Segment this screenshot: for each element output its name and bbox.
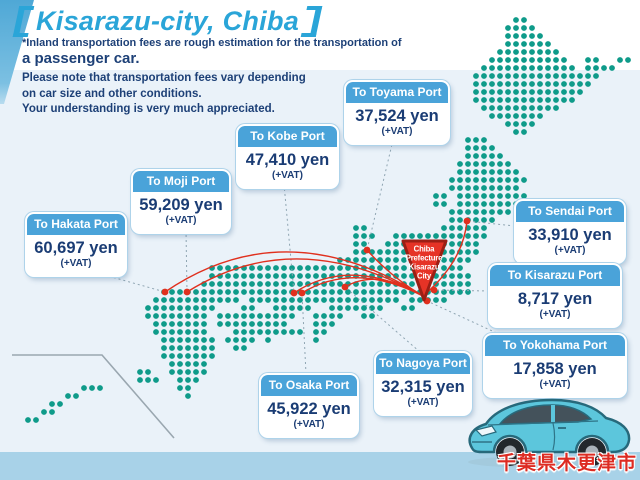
title-text: Kisarazu-city, Chiba bbox=[36, 6, 300, 36]
connector-line-hakata bbox=[79, 267, 166, 293]
car-illustration bbox=[468, 398, 632, 468]
port-dot-hakata bbox=[161, 288, 169, 296]
disclaimer-line-3: Please note that transportation fees var… bbox=[22, 72, 306, 84]
connector-line-moji bbox=[185, 229, 188, 293]
map-dots bbox=[25, 17, 631, 423]
connector-line-kisarazu bbox=[433, 289, 490, 292]
page-title: Kisarazu-city, Chiba bbox=[12, 6, 323, 37]
disclaimer-line-4: on car size and other conditions. bbox=[22, 87, 202, 100]
car-body-line bbox=[487, 420, 599, 426]
car-body bbox=[468, 398, 631, 454]
connector-line-nagoya bbox=[344, 286, 421, 353]
disclaimer-line-5: Your understanding is very much apprecia… bbox=[22, 103, 275, 115]
marker-label-line: City bbox=[417, 272, 432, 281]
marker-label-line: Chiba bbox=[414, 245, 436, 254]
car-rear-hub bbox=[585, 445, 599, 459]
connector-line-kobe bbox=[283, 183, 295, 294]
okinawa-inset-line bbox=[12, 354, 175, 439]
title-open-bracket-icon bbox=[12, 6, 35, 37]
footer-city-name: 千葉県木更津市 bbox=[496, 452, 637, 474]
port-dot-kisarazu bbox=[430, 286, 438, 294]
car-headlight bbox=[474, 425, 497, 437]
marker-label-line: Kisarazu bbox=[409, 263, 440, 272]
disclaimer-line-2: a passenger car. bbox=[22, 50, 140, 67]
port-dot-osaka bbox=[298, 289, 306, 297]
route-line-moji bbox=[186, 258, 424, 297]
route-line-sendai bbox=[422, 220, 468, 297]
port-dot-sendai bbox=[463, 217, 471, 225]
car-door-line bbox=[552, 422, 556, 451]
connector-line-yokohama bbox=[426, 300, 502, 336]
connector-line-toyama bbox=[366, 139, 394, 251]
port-dot-kobe bbox=[290, 289, 298, 297]
port-dot-moji bbox=[183, 288, 191, 296]
car-front-hub bbox=[503, 445, 517, 459]
port-dot-toyama bbox=[363, 246, 371, 254]
route-line-osaka bbox=[301, 277, 424, 297]
marker-label-line: Prefecture bbox=[406, 254, 443, 263]
kisarazu-marker bbox=[401, 239, 448, 302]
disclaimer-line-1: *Inland transportation fees are rough es… bbox=[22, 37, 402, 49]
disclaimer-block: *Inland transportation fees are rough es… bbox=[22, 37, 402, 118]
port-dot-nagoya bbox=[341, 283, 349, 291]
connector-line-sendai bbox=[466, 220, 516, 227]
connector-line-osaka bbox=[301, 292, 307, 375]
route-line-hakata bbox=[164, 251, 424, 297]
